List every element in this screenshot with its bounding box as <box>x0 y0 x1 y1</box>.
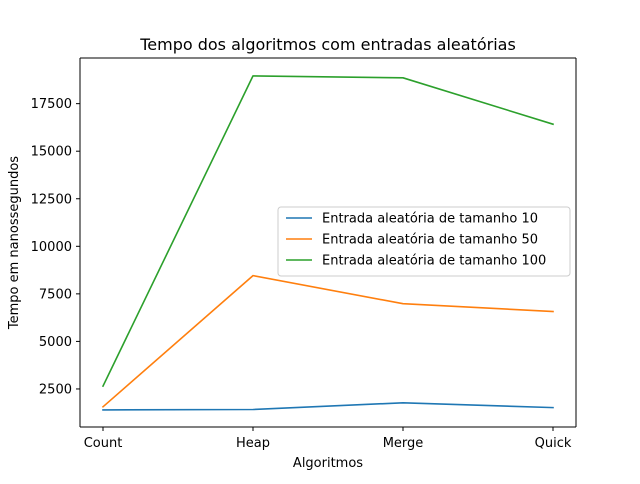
x-tick-label: Merge <box>383 436 424 451</box>
legend-items: Entrada aleatória de tamanho 10 Entrada a… <box>286 212 546 269</box>
chart-title: Tempo dos algoritmos com entradas aleató… <box>139 35 516 54</box>
legend-label-3: Entrada aleatória de tamanho 100 <box>322 254 546 269</box>
axes-spines <box>79 57 577 428</box>
y-tick-label: 15000 <box>31 145 72 160</box>
x-axis-ticks: Count Heap Merge Quick <box>84 427 572 451</box>
y-axis-label: Tempo em nanossegundos <box>7 156 22 330</box>
y-tick-label: 17500 <box>31 97 72 112</box>
x-tick-label: Quick <box>535 436 572 451</box>
legend-label-1: Entrada aleatória de tamanho 10 <box>322 212 538 227</box>
legend-label-2: Entrada aleatória de tamanho 50 <box>322 233 538 248</box>
y-tick-label: 5000 <box>39 335 72 350</box>
y-tick-label: 10000 <box>31 240 72 255</box>
x-tick-label: Count <box>84 436 123 451</box>
y-tick-label: 2500 <box>39 382 72 397</box>
legend: Entrada aleatória de tamanho 10 Entrada a… <box>277 206 571 277</box>
series-group <box>101 75 555 411</box>
legend-box <box>277 206 571 277</box>
y-tick-label: 7500 <box>39 287 72 302</box>
x-tick-label: Heap <box>236 436 270 451</box>
series-line-1 <box>102 401 554 411</box>
y-axis-ticks: 2500 5000 7500 10000 12500 15000 17500 <box>31 97 80 397</box>
series-line-3 <box>101 75 555 388</box>
series-line-2 <box>101 274 554 408</box>
x-axis-label: Algoritmos <box>293 456 363 471</box>
y-tick-label: 12500 <box>31 192 72 207</box>
